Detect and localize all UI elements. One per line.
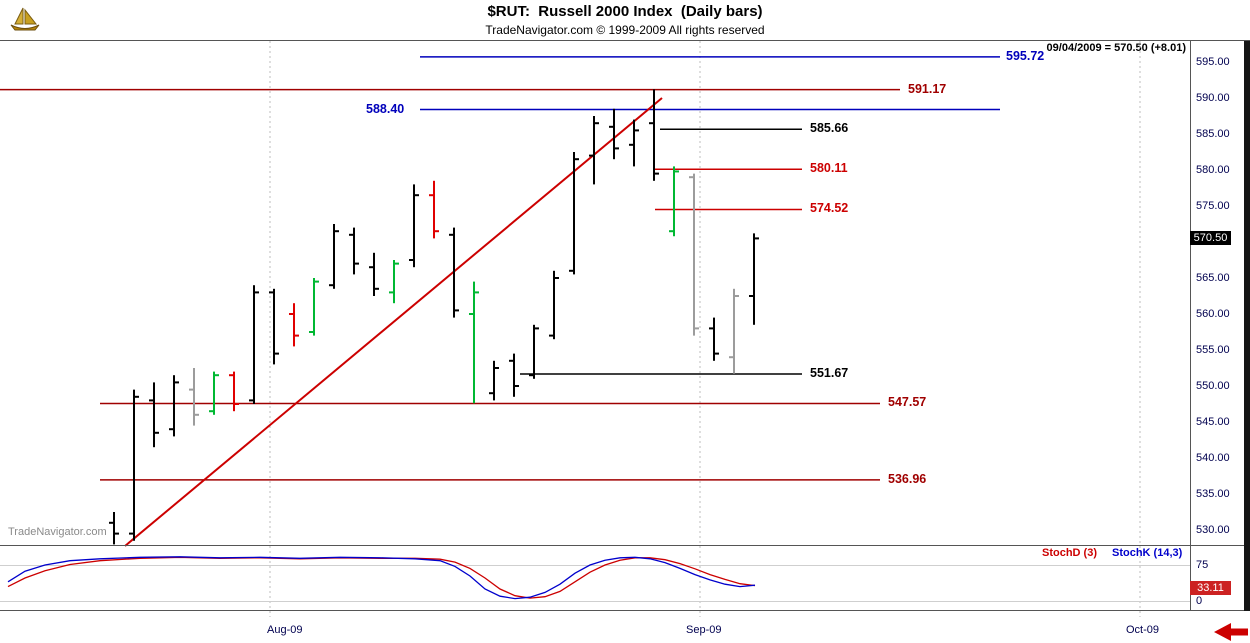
chart-title: $RUT: Russell 2000 Index (Daily bars): [487, 3, 763, 20]
last-quote-readout: 09/04/2009 = 570.50 (+8.01): [1046, 42, 1186, 54]
scroll-left-arrow-icon[interactable]: [1214, 623, 1248, 641]
right-scrollbar[interactable]: [1244, 41, 1250, 611]
trend-line: [124, 97, 663, 547]
copyright-line: TradeNavigator.com © 1999-2009 All right…: [485, 23, 765, 37]
stoch-value-tag: 33.11: [1190, 581, 1231, 596]
stochd-line: [7, 556, 756, 599]
stochk-legend-label[interactable]: StochK (14,3): [1112, 547, 1183, 559]
stochd-legend-label[interactable]: StochD (3): [1042, 547, 1097, 559]
tradenavigator-logo-icon: [8, 4, 42, 36]
current-price-tag: 570.50: [1190, 231, 1231, 246]
watermark: TradeNavigator.com: [8, 526, 107, 538]
stochk-line: [7, 556, 756, 600]
